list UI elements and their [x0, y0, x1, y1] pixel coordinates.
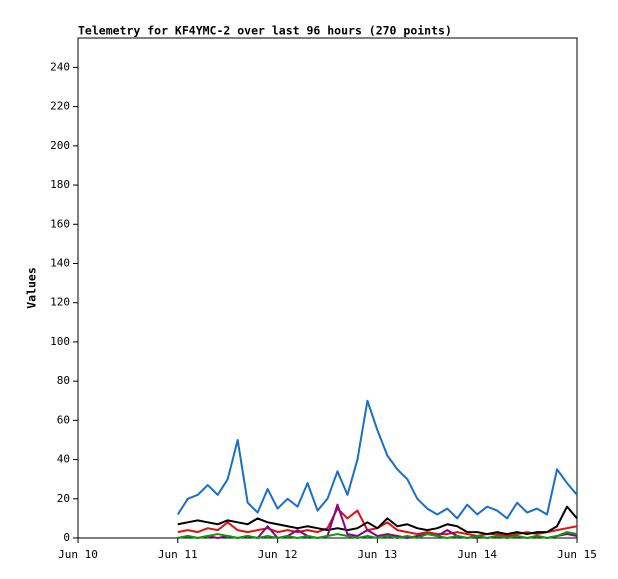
- series-line: [177, 531, 578, 539]
- y-tick-label: 120: [50, 296, 70, 309]
- x-tick-label: Jun 13: [358, 548, 398, 561]
- y-tick-label: 0: [63, 531, 70, 544]
- chart-title: Telemetry for KF4YMC-2 over last 96 hour…: [78, 24, 452, 38]
- x-tick-label: Jun 15: [557, 548, 597, 561]
- x-tick-label: Jun 12: [258, 548, 298, 561]
- y-tick-label: 240: [50, 60, 70, 73]
- x-tick-label: Jun 10: [58, 548, 98, 561]
- y-tick-label: 160: [50, 217, 70, 230]
- y-tick-label: 220: [50, 100, 70, 113]
- y-tick-label: 180: [50, 178, 70, 191]
- y-tick-label: 140: [50, 256, 70, 269]
- x-tick-label: Jun 11: [158, 548, 198, 561]
- y-axis-label: Values: [25, 267, 39, 309]
- y-tick-label: 200: [50, 139, 70, 152]
- series-line: [177, 505, 578, 536]
- x-tick-label: Jun 14: [457, 548, 497, 561]
- plot-frame: [77, 37, 578, 539]
- series-line: [176, 399, 578, 520]
- y-tick-label: 40: [57, 453, 70, 466]
- y-tick-label: 100: [50, 335, 70, 348]
- y-tick-label: 60: [57, 413, 70, 426]
- y-tick-label: 20: [57, 492, 70, 505]
- y-tick-label: 80: [57, 374, 70, 387]
